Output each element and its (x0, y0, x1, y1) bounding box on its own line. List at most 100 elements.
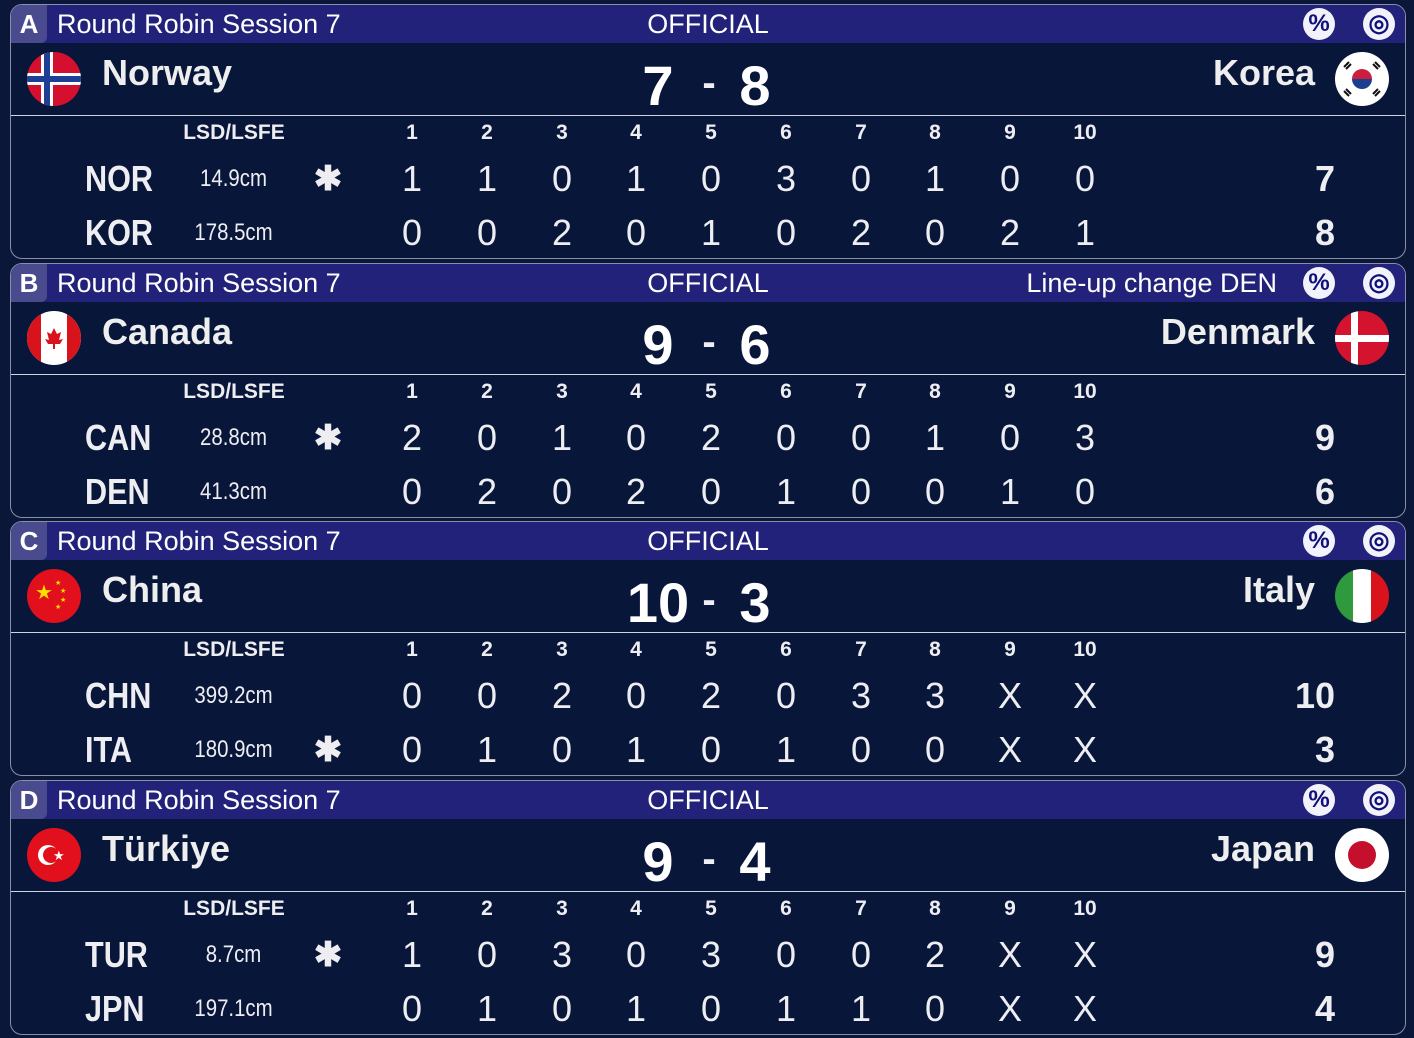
svg-text:★: ★ (60, 587, 66, 595)
flag-china-icon: ★ ★★★★ (27, 569, 81, 623)
percent-icon[interactable]: % (1303, 8, 1335, 40)
away-score: 6 (739, 313, 771, 376)
home-score: 7 (642, 54, 674, 117)
total-score: 6 (1314, 471, 1335, 512)
total-score: 4 (1314, 988, 1335, 1029)
end-score: 3 (700, 934, 722, 975)
end-score: 0 (476, 417, 498, 458)
svg-text:★: ★ (60, 596, 66, 604)
end-score: X (1072, 729, 1097, 770)
end-header: 2 (481, 638, 493, 661)
end-header: 6 (780, 380, 792, 403)
end-header: 6 (780, 638, 792, 661)
end-score: 0 (700, 158, 722, 199)
end-score: 1 (625, 729, 647, 770)
end-score: 0 (551, 988, 573, 1029)
flag-denmark-icon (1335, 311, 1389, 365)
end-score: 0 (999, 417, 1021, 458)
end-score: 1 (775, 988, 797, 1029)
game-header: C Round Robin Session 7 OFFICIAL % ◎ (11, 522, 1405, 560)
divider (11, 115, 1405, 116)
end-score: 0 (401, 471, 423, 512)
game-header: B Round Robin Session 7 OFFICIAL Line-up… (11, 264, 1405, 302)
sheet-label: B (11, 264, 47, 302)
total-score: 10 (1294, 675, 1335, 716)
hammer-icon: ✱ (313, 731, 343, 769)
end-score: 0 (476, 934, 498, 975)
lsd-value: 14.9cm (200, 165, 267, 192)
target-icon[interactable]: ◎ (1363, 8, 1395, 40)
end-header: 1 (406, 121, 418, 144)
end-score: X (1072, 934, 1097, 975)
end-score: 0 (401, 729, 423, 770)
end-score: 1 (700, 212, 722, 253)
home-team-name: Türkiye (102, 828, 231, 869)
hammer-icon: ✱ (313, 160, 343, 198)
sheet-label: C (11, 522, 47, 560)
end-header: 2 (481, 897, 493, 920)
end-header: 5 (705, 897, 717, 920)
svg-text:★: ★ (55, 579, 61, 587)
end-score: 0 (401, 988, 423, 1029)
team-code: KOR (85, 212, 153, 253)
lsd-header: LSD/LSFE (183, 121, 285, 144)
end-score: 0 (1074, 158, 1096, 199)
score-dash: - (702, 320, 716, 364)
target-icon[interactable]: ◎ (1363, 784, 1395, 816)
svg-text:★: ★ (53, 848, 65, 863)
end-header: 9 (1004, 638, 1016, 661)
end-header: 5 (705, 380, 717, 403)
home-score: 9 (642, 313, 674, 376)
team-code: JPN (85, 988, 145, 1029)
end-header: 9 (1004, 897, 1016, 920)
divider (11, 632, 1405, 633)
end-score: 1 (775, 729, 797, 770)
lsd-value: 180.9cm (194, 736, 273, 763)
end-score: 0 (625, 675, 647, 716)
end-header: 8 (929, 380, 941, 403)
end-score: 0 (775, 675, 797, 716)
total-score: 3 (1314, 729, 1335, 770)
target-icon[interactable]: ◎ (1363, 267, 1395, 299)
game-status: OFFICIAL (647, 268, 769, 298)
end-score: 1 (775, 471, 797, 512)
lsd-value: 8.7cm (205, 941, 262, 968)
end-score: 2 (476, 471, 498, 512)
end-score: 0 (551, 471, 573, 512)
game-header: D Round Robin Session 7 OFFICIAL % ◎ (11, 781, 1405, 819)
end-header: 1 (406, 380, 418, 403)
away-score: 4 (739, 830, 771, 893)
percent-icon[interactable]: % (1303, 784, 1335, 816)
end-score: 2 (850, 212, 872, 253)
end-score: 1 (476, 729, 498, 770)
end-header: 5 (705, 638, 717, 661)
session-label: Round Robin Session 7 (57, 9, 341, 39)
end-score: 0 (775, 934, 797, 975)
flag-turkey-icon: ★ (27, 828, 81, 882)
end-score: 3 (1074, 417, 1096, 458)
end-score: 1 (850, 988, 872, 1029)
end-score: 0 (401, 212, 423, 253)
end-score: X (1072, 675, 1097, 716)
end-header: 4 (630, 380, 642, 403)
home-team-name: China (102, 569, 203, 610)
end-score: X (997, 988, 1022, 1029)
home-team-name: Norway (102, 52, 233, 93)
end-score: 0 (924, 212, 946, 253)
away-team-name: Japan (1210, 828, 1315, 869)
percent-icon[interactable]: % (1303, 525, 1335, 557)
lsd-value: 399.2cm (194, 682, 273, 709)
away-score: 3 (739, 571, 771, 634)
end-header: 4 (630, 897, 642, 920)
session-label: Round Robin Session 7 (57, 785, 341, 815)
end-header: 8 (929, 638, 941, 661)
game-status: OFFICIAL (647, 9, 769, 39)
percent-icon[interactable]: % (1303, 267, 1335, 299)
end-score: 0 (850, 729, 872, 770)
end-score: 1 (999, 471, 1021, 512)
target-icon[interactable]: ◎ (1363, 525, 1395, 557)
svg-text:★: ★ (55, 603, 61, 611)
end-score: X (997, 934, 1022, 975)
lsd-value: 178.5cm (194, 219, 273, 246)
home-score: 9 (642, 830, 674, 893)
